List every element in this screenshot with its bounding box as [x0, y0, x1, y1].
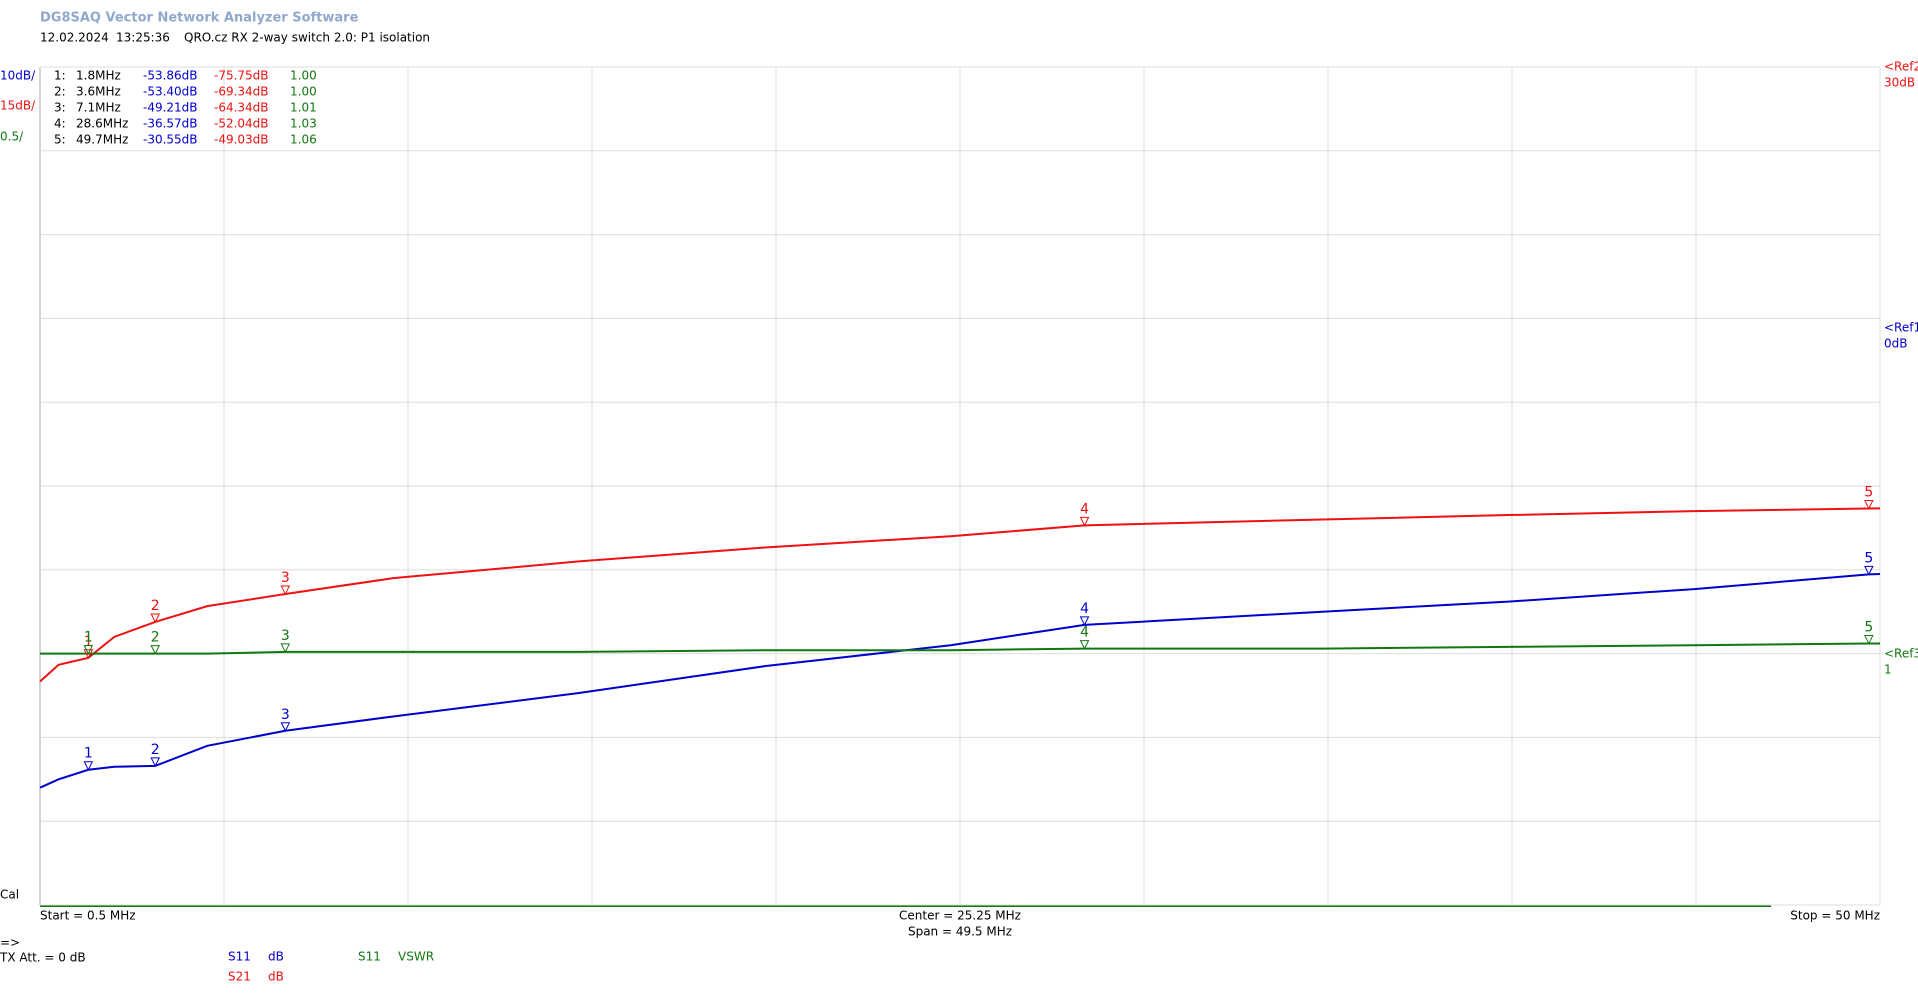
center-label: Center = 25.25 MHz — [899, 909, 1021, 923]
marker-table-cell: 1: — [54, 69, 66, 83]
cal-label: Cal — [0, 888, 19, 902]
legend-name: S11 — [358, 950, 381, 964]
marker — [280, 722, 291, 732]
marker-number: 3 — [281, 628, 290, 644]
progress-bar — [40, 905, 1771, 907]
time: 13:25:36 — [116, 31, 170, 45]
marker-table-cell: 1.03 — [290, 117, 317, 131]
marker-table-cell: 5: — [54, 133, 66, 147]
marker — [1079, 516, 1090, 527]
marker-number: 1 — [84, 630, 93, 646]
stop-label: Stop = 50 MHz — [1790, 909, 1880, 923]
marker-table-cell: -53.86dB — [143, 69, 198, 83]
marker-table-cell: 28.6MHz — [76, 117, 128, 131]
marker — [83, 761, 94, 771]
marker — [280, 585, 291, 596]
marker-number: 4 — [1080, 601, 1089, 617]
marker-table-cell: -53.40dB — [143, 85, 198, 99]
marker-table-cell: -36.57dB — [143, 117, 198, 131]
marker-table-cell: 3.6MHz — [76, 85, 121, 99]
marker-number: 4 — [1080, 625, 1089, 641]
marker-number: 5 — [1864, 550, 1873, 566]
arrow: => — [0, 936, 20, 950]
marker-table-cell: 1.01 — [290, 101, 317, 115]
ref-name: <Ref2 — [1884, 60, 1918, 74]
marker-table-cell: -64.34dB — [214, 101, 269, 115]
app-title: DG8SAQ Vector Network Analyzer Software — [40, 11, 359, 26]
marker-table-cell: 1.00 — [290, 85, 317, 99]
marker-table-cell: -49.21dB — [143, 101, 198, 115]
marker — [1864, 500, 1874, 510]
marker-table-cell: 49.7MHz — [76, 133, 128, 147]
marker-number: 3 — [281, 570, 290, 586]
marker-table-cell: -52.04dB — [214, 117, 269, 131]
legend-name: S21 — [228, 970, 251, 984]
marker-table-cell: 2: — [54, 85, 66, 99]
description: QRO.cz RX 2-way switch 2.0: P1 isolation — [184, 31, 430, 45]
ref-name: <Ref3 — [1884, 647, 1918, 661]
marker — [1079, 640, 1090, 650]
legend-unit: dB — [268, 970, 284, 984]
marker-table-cell: -30.55dB — [143, 133, 198, 147]
marker — [150, 645, 161, 655]
marker-table-cell: -75.75dB — [214, 69, 269, 83]
marker-table-cell: 1.8MHz — [76, 69, 121, 83]
ref-name: <Ref1 — [1884, 321, 1918, 335]
marker — [280, 643, 291, 654]
marker-table-cell: 1.00 — [290, 69, 317, 83]
date: 12.02.2024 — [40, 31, 109, 45]
legend-name: S11 — [228, 950, 251, 964]
marker-number: 2 — [151, 742, 160, 758]
marker-table-cell: 4: — [54, 117, 66, 131]
legend-unit: dB — [268, 950, 284, 964]
start-label: Start = 0.5 MHz — [40, 909, 136, 923]
grid — [39, 66, 1881, 906]
scale-label: 15dB/ — [0, 99, 36, 113]
marker-number: 2 — [151, 630, 160, 646]
ref-label: 0dB — [1884, 337, 1907, 351]
trace — [39, 572, 1881, 789]
marker — [1864, 565, 1874, 576]
trace — [40, 642, 1880, 655]
marker-table-cell: -69.34dB — [214, 85, 269, 99]
marker-table-cell: -49.03dB — [214, 133, 269, 147]
marker-table-cell: 1.06 — [290, 133, 317, 147]
marker-number: 4 — [1080, 501, 1089, 517]
marker — [150, 613, 161, 624]
scale-label: 10dB/ — [0, 69, 36, 83]
marker-table-cell: 3: — [54, 101, 66, 115]
marker — [150, 757, 161, 768]
ref-label: 30dB — [1884, 76, 1915, 90]
trace — [39, 507, 1881, 683]
marker-number: 5 — [1864, 485, 1873, 501]
marker-number: 1 — [84, 634, 93, 650]
legend-unit: VSWR — [398, 950, 434, 964]
marker-number: 3 — [281, 707, 290, 723]
span-label: Span = 49.5 MHz — [908, 925, 1012, 939]
ref-label: 1 — [1884, 663, 1892, 677]
marker-number: 2 — [151, 598, 160, 614]
marker — [83, 645, 94, 655]
marker — [1864, 635, 1874, 645]
marker — [1079, 616, 1090, 626]
marker — [83, 649, 94, 659]
scale-label: 0.5/ — [0, 130, 24, 144]
marker-number: 1 — [84, 746, 93, 762]
tx-att: TX Att. = 0 dB — [0, 951, 86, 965]
marker-number: 5 — [1864, 620, 1873, 636]
marker-table-cell: 7.1MHz — [76, 101, 121, 115]
